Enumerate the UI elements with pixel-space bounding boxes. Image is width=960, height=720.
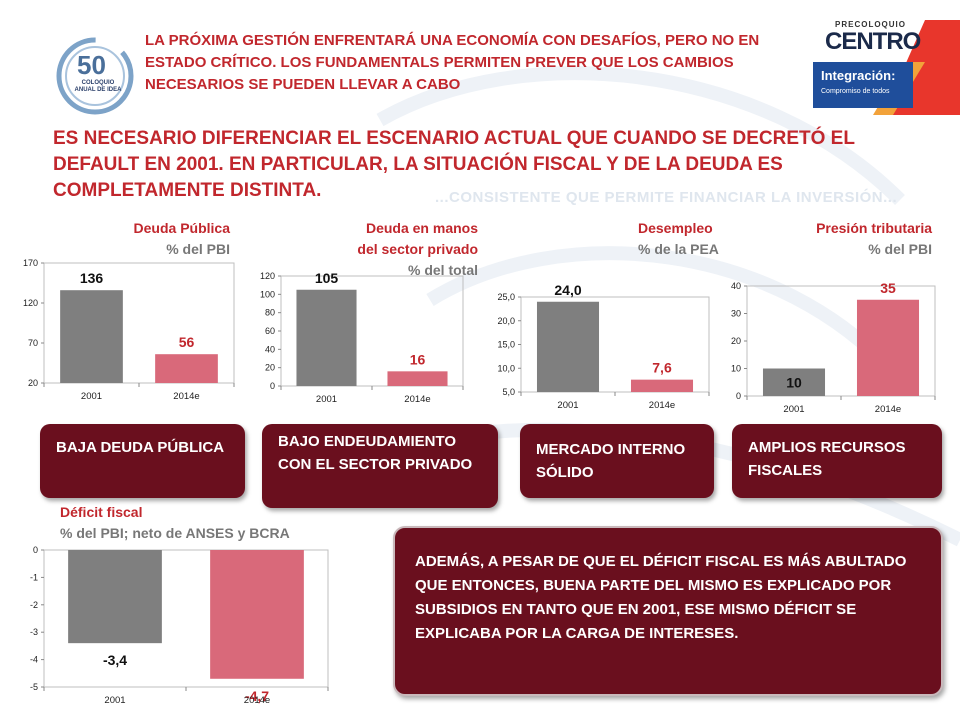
y-tick-label: 0	[270, 381, 275, 391]
data-label: 35	[880, 280, 896, 296]
y-tick-label: -5	[30, 682, 38, 692]
chart-title-line: Desempleo	[638, 220, 713, 236]
data-label: -4,7	[245, 688, 269, 704]
chart-title-deuda-privado: Deuda en manos del sector privado % del …	[300, 218, 478, 281]
chart-title-line: Deuda Pública	[133, 220, 230, 236]
y-tick-label: 40	[731, 281, 741, 291]
summary-box-recursos: AMPLIOS RECURSOS FISCALES	[732, 424, 942, 498]
data-label: 16	[410, 351, 426, 367]
x-category-label: 2014e	[875, 404, 901, 415]
y-tick-label: 25,0	[497, 292, 515, 302]
y-tick-label: 70	[28, 338, 38, 348]
data-label: 56	[179, 334, 195, 350]
coloquio-logo: 50 COLOQUIO ANUAL DE IDEA	[55, 36, 135, 116]
deficit-explanation-box: ADEMÁS, A PESAR DE QUE EL DÉFICIT FISCAL…	[393, 526, 943, 696]
y-tick-label: 60	[265, 326, 275, 336]
x-category-label: 2014e	[173, 391, 199, 402]
bar	[60, 290, 123, 383]
logo-text: COLOQUIO ANUAL DE IDEA	[74, 80, 122, 93]
y-tick-label: -4	[30, 655, 38, 665]
data-label: 24,0	[554, 282, 581, 298]
logo-number: 50	[77, 50, 106, 80]
y-tick-label: 10	[731, 364, 741, 374]
x-category-label: 2014e	[244, 695, 270, 706]
y-tick-label: 20	[731, 336, 741, 346]
summary-box-endeudamiento: BAJO ENDEUDAMIENTO CON EL SECTOR PRIVADO	[262, 424, 498, 508]
chart-unit-line: % del PBI	[166, 241, 230, 257]
y-tick-label: 120	[23, 298, 38, 308]
chart-desempleo: 5,0 10,0 15,0 20,0 25,0 24,0 2001 7,6 2014e	[497, 282, 710, 411]
chart-title-line: del sector privado	[357, 241, 478, 257]
y-tick-label: 0	[33, 545, 38, 555]
data-label: 7,6	[652, 360, 672, 376]
chart-unit-line: % de la PEA	[638, 241, 719, 257]
brand-name: CENTRO	[825, 28, 921, 55]
chart-unit-line: % del total	[407, 262, 478, 278]
ghost-text: ...CONSISTENTE QUE PERMITE FINANCIAR LA …	[435, 189, 898, 206]
bar	[68, 550, 162, 644]
x-category-label: 2014e	[404, 394, 430, 405]
brand-band-title: Integración:	[821, 68, 896, 83]
brand-band	[813, 62, 913, 108]
bar	[296, 289, 357, 386]
chart-title-line: Deuda en manos	[365, 220, 478, 236]
y-tick-label: 20	[265, 363, 275, 373]
y-tick-label: 170	[23, 258, 38, 268]
y-tick-label: 100	[260, 289, 275, 299]
bar	[210, 550, 304, 679]
y-tick-label: 20,0	[497, 316, 515, 326]
x-category-label: 2001	[104, 695, 125, 706]
page-headline: LA PRÓXIMA GESTIÓN ENFRENTARÁ UNA ECONOM…	[145, 32, 760, 93]
precoloquio-brand: PRECOLOQUIO CENTRO Integración: Compromi…	[813, 20, 960, 115]
y-tick-label: 20	[28, 378, 38, 388]
brand-pre: PRECOLOQUIO	[835, 20, 907, 29]
x-category-label: 2001	[557, 400, 578, 411]
chart-title-line: Presión tributaria	[816, 220, 932, 236]
bar	[856, 299, 920, 396]
logo-ring-icon	[56, 37, 134, 115]
y-tick-label: 80	[265, 308, 275, 318]
y-tick-label: 10,0	[497, 363, 515, 373]
bar	[630, 379, 694, 392]
y-tick-label: 40	[265, 344, 275, 354]
y-tick-label: 5,0	[502, 387, 515, 397]
brand-band-subtitle: Compromiso de todos	[821, 88, 890, 95]
data-label: 136	[80, 270, 104, 286]
chart-title-deficit: Déficit fiscal % del PBI; neto de ANSES …	[60, 502, 290, 544]
y-tick-label: -2	[30, 600, 38, 610]
chart-deuda-privado: 0 20 40 60 80 100 120 105 2001 16 2014e	[260, 270, 464, 405]
chart-presion: 0 10 20 30 40 10 2001 35 2014e	[731, 280, 936, 415]
summary-box-mercado: MERCADO INTERNO SÓLIDO	[520, 424, 714, 498]
y-tick-label: 15,0	[497, 340, 515, 350]
chart-title-desempleo: Desempleo % de la PEA	[638, 218, 748, 260]
chart-title-deuda-publica: Deuda Pública % del PBI	[80, 218, 230, 260]
chart-title-line: Déficit fiscal	[60, 504, 143, 520]
bar	[155, 354, 218, 383]
data-label: 105	[315, 270, 339, 286]
summary-box-deuda-publica: BAJA DEUDA PÚBLICA	[40, 424, 245, 498]
bar	[762, 368, 826, 396]
chart-unit-line: % del PBI	[868, 241, 932, 257]
bar	[536, 301, 600, 392]
x-category-label: 2001	[316, 394, 337, 405]
y-tick-label: -3	[30, 627, 38, 637]
chart-deuda-publica: 20 70 120 170 136 2001 56 2014e	[23, 258, 235, 402]
bar	[387, 371, 448, 386]
y-tick-label: 30	[731, 309, 741, 319]
y-tick-label: 120	[260, 271, 275, 281]
data-label: -3,4	[103, 652, 127, 668]
data-label: 10	[786, 374, 802, 390]
page-subheadline: ES NECESARIO DIFERENCIAR EL ESCENARIO AC…	[53, 128, 855, 201]
x-category-label: 2001	[81, 391, 102, 402]
y-tick-label: -1	[30, 572, 38, 582]
x-category-label: 2001	[783, 404, 804, 415]
chart-unit-line: % del PBI; neto de ANSES y BCRA	[60, 525, 290, 541]
y-tick-label: 0	[736, 391, 741, 401]
chart-title-presion: Presión tributaria % del PBI	[770, 218, 932, 260]
x-category-label: 2014e	[649, 400, 675, 411]
